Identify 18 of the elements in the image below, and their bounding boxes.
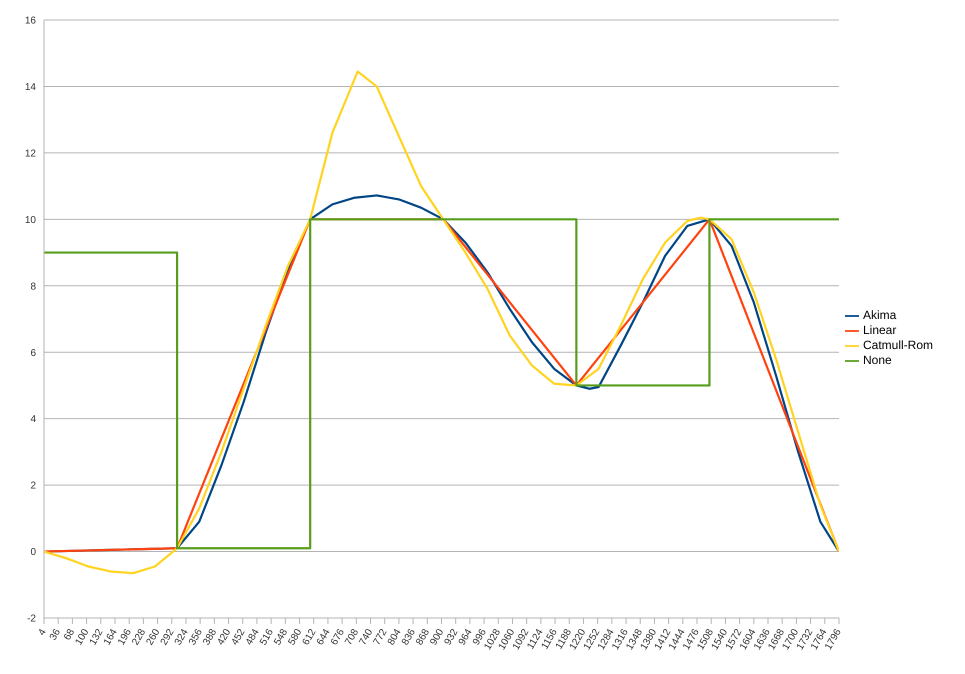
- x-tick-label: 36: [48, 626, 64, 642]
- y-tick-label: 8: [30, 281, 36, 292]
- x-tick-label: 388: [201, 626, 220, 648]
- y-tick-label: 16: [24, 16, 36, 27]
- legend-label: Linear: [862, 323, 896, 338]
- x-tick-label: 452: [230, 626, 248, 648]
- y-tick-label: 0: [30, 547, 36, 558]
- y-tick-label: 6: [30, 348, 36, 359]
- y-tick-label: 10: [24, 214, 36, 226]
- y-tick-label: 12: [24, 148, 36, 160]
- y-tick-label: 2: [30, 480, 36, 492]
- y-tick-label: 14: [24, 82, 36, 93]
- legend-label: None: [862, 352, 892, 367]
- line-series: [44, 70, 839, 574]
- y-tick-label: -2: [27, 614, 36, 625]
- legend-label: Catmull-Rom: [862, 338, 933, 352]
- y-tick-label: 4: [30, 414, 36, 426]
- legend-label: Akima: [862, 308, 896, 322]
